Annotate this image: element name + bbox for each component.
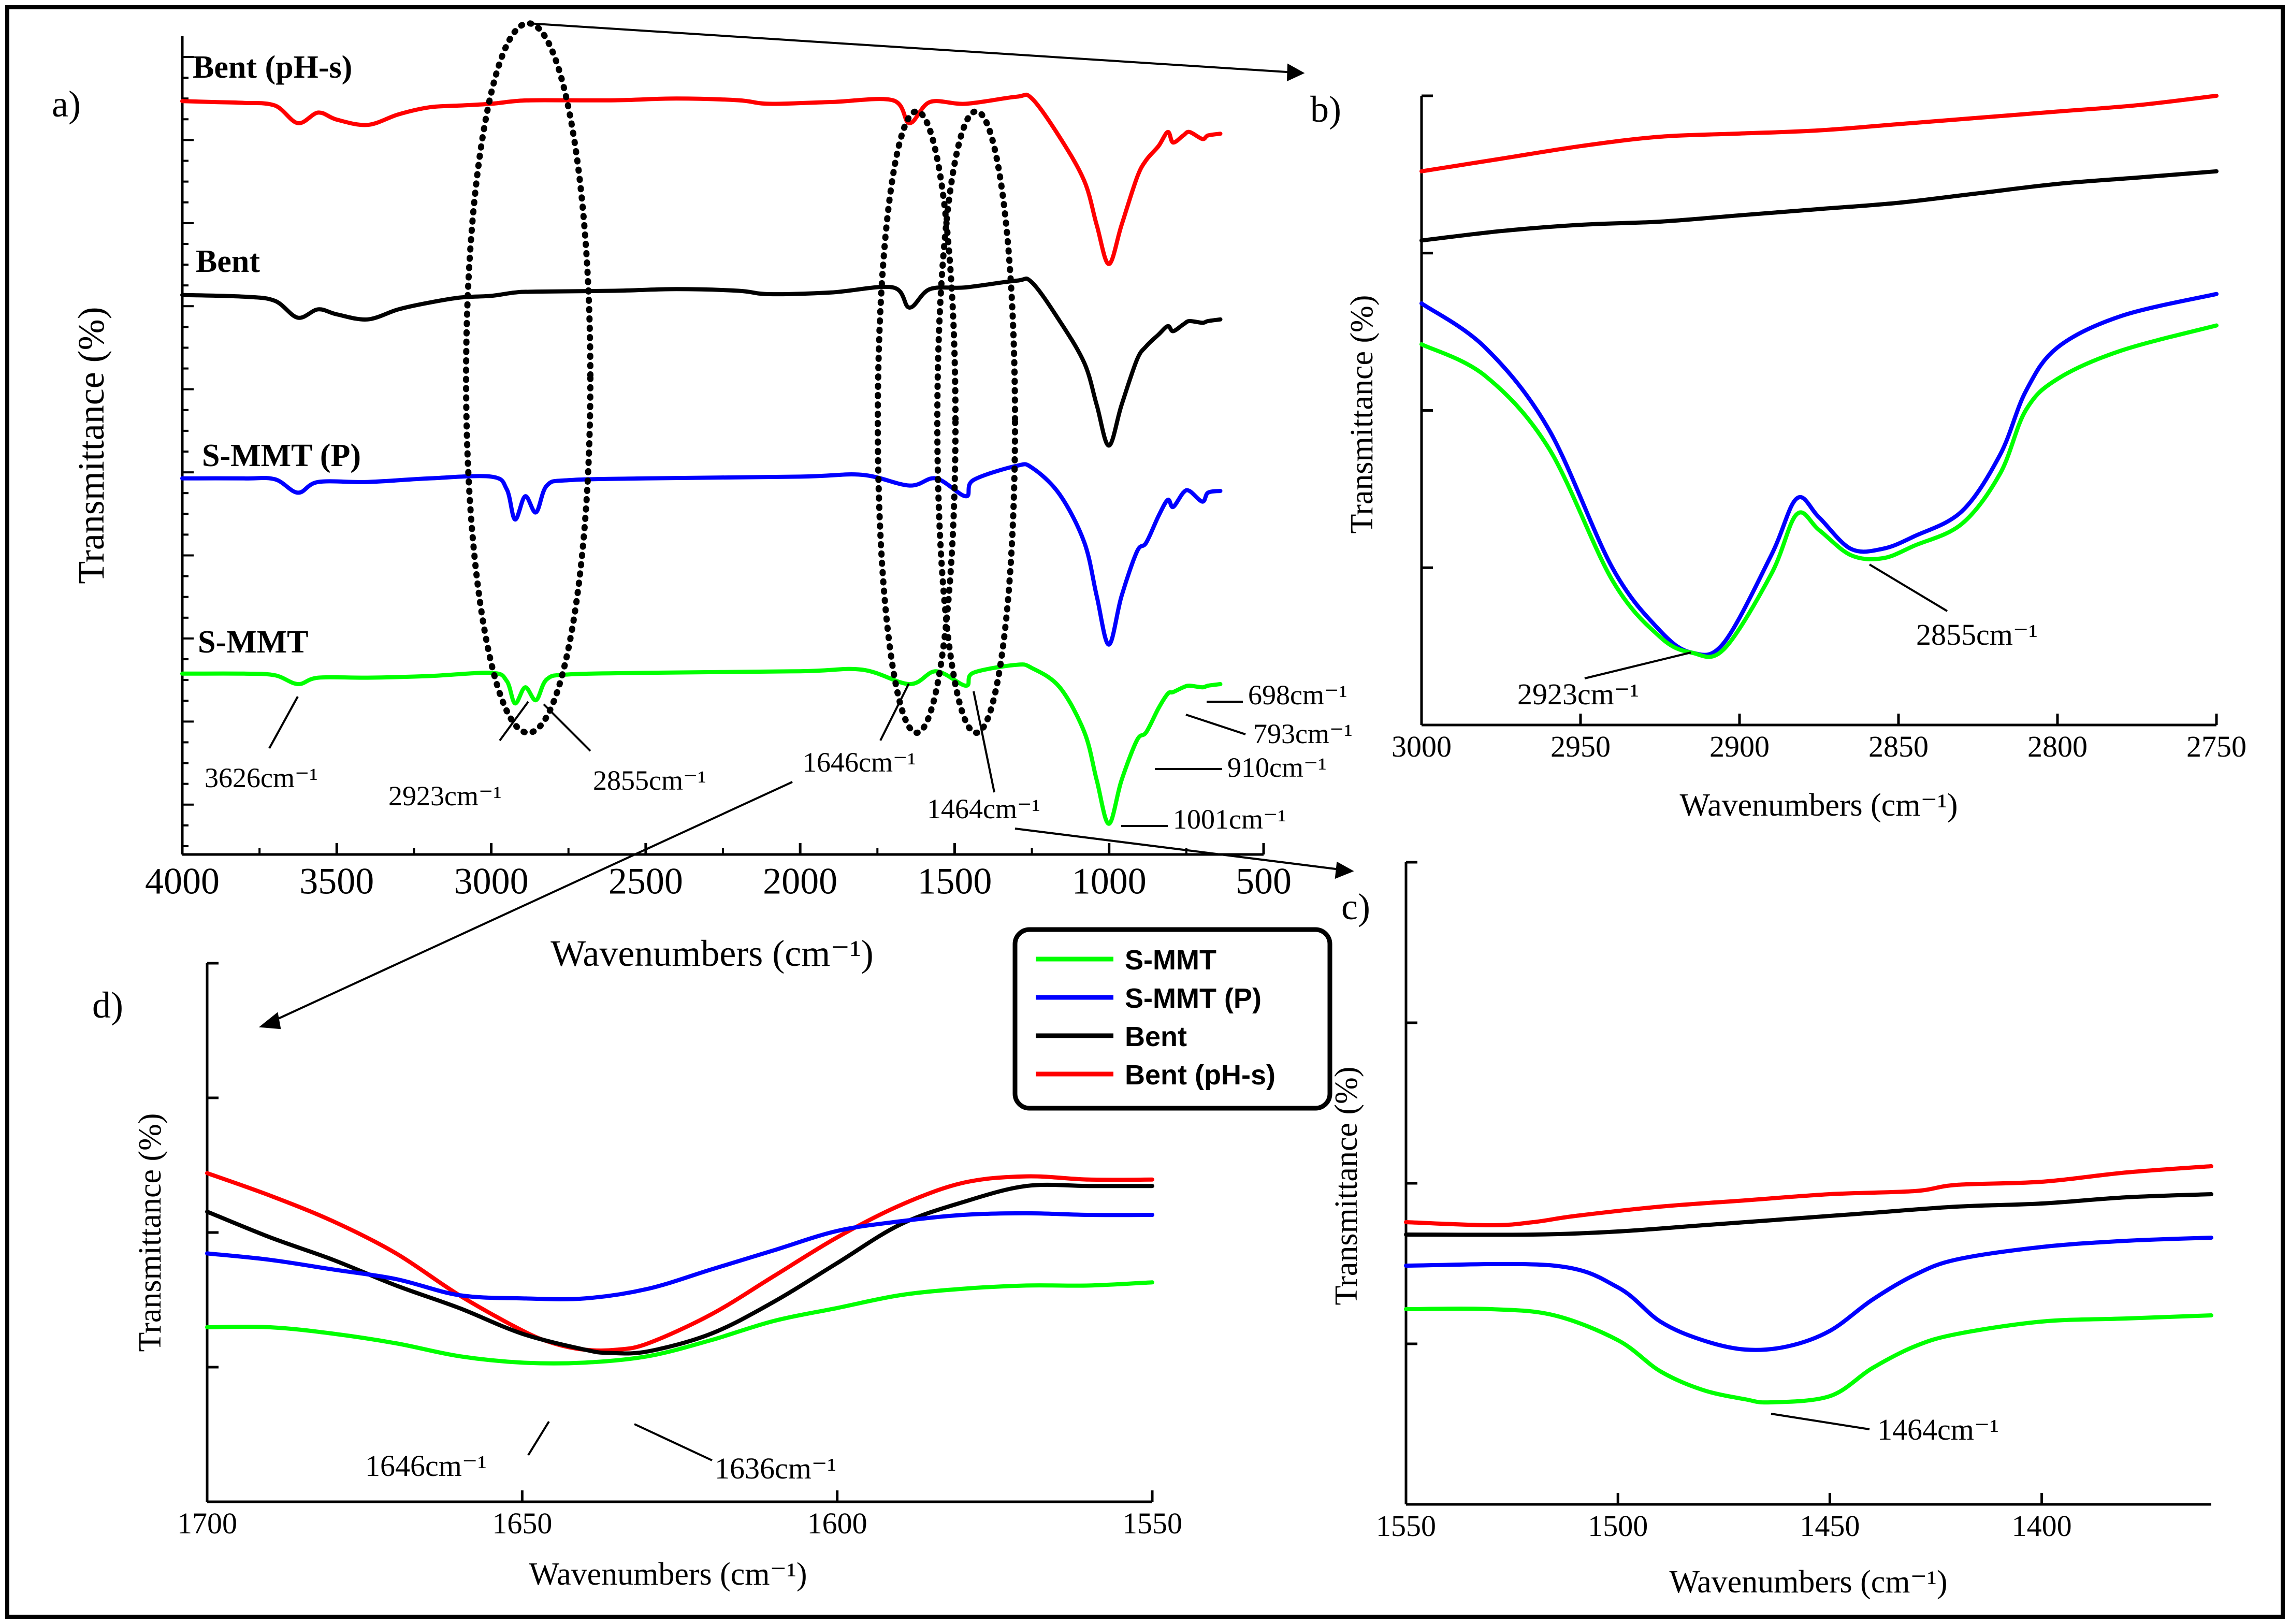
- x-tick-label: 1700: [177, 1506, 237, 1540]
- x-tick-label: 2500: [608, 861, 683, 902]
- annotation-label: 793cm⁻¹: [1253, 718, 1353, 749]
- annotation-label: 698cm⁻¹: [1248, 679, 1347, 711]
- legend-entries: S-MMT S-MMT (P) Bent Bent (pH-s): [1036, 945, 1276, 1091]
- x-tick-label: 1550: [1122, 1506, 1182, 1540]
- series-line-s-mmt-p: [1419, 292, 2219, 657]
- x-tick-label: 4000: [145, 861, 220, 902]
- legend-box: [1012, 927, 1332, 1111]
- annotation-leader: [1584, 651, 1691, 679]
- legend-label: Bent (pH-s): [1125, 1060, 1276, 1091]
- x-tick-label: 2750: [2186, 730, 2246, 763]
- annotation-label: 3626cm⁻¹: [205, 762, 318, 793]
- x-tick-label: 1400: [2012, 1509, 2072, 1543]
- series-line-bent: [180, 277, 1223, 448]
- arrow-to-d-head: [258, 1012, 281, 1030]
- x-tick-label: 1500: [917, 861, 992, 902]
- series-line-bent: [1404, 1192, 2213, 1237]
- oval-1464: [934, 108, 1018, 736]
- sample-label: Bent: [196, 244, 260, 279]
- series-line-bent-ph-s: [1404, 1164, 2213, 1227]
- sample-label: S-MMT (P): [202, 438, 361, 473]
- annotation-label: 2855cm⁻¹: [593, 765, 706, 796]
- legend-label: Bent: [1125, 1021, 1187, 1052]
- sample-label: S-MMT: [198, 625, 309, 660]
- x-tick-label: 2800: [2027, 730, 2088, 763]
- arrow-to-b: [528, 22, 1295, 74]
- annotation-label: 1646cm⁻¹: [803, 747, 916, 778]
- x-tick-label: 3000: [1392, 730, 1452, 763]
- y-axis-label: Transmittance (%): [1329, 1067, 1364, 1306]
- legend-label: S-MMT (P): [1125, 983, 1262, 1014]
- panel-c: 1550 1500 1450 1400 Wavenumbers (cm⁻¹) Transm…: [1329, 861, 2213, 1600]
- annotation-label: 1464cm⁻¹: [1877, 1413, 1999, 1446]
- series-line-s-mmt: [1404, 1307, 2213, 1405]
- annotation-leader: [973, 691, 995, 793]
- x-tick-label: 3500: [299, 861, 374, 902]
- x-tick-label: 2850: [1868, 730, 1929, 763]
- panel-a: 4000 3500 3000 2500 2000 1500 1000 500 Wavenumbe…: [70, 36, 1353, 974]
- annotation-leader: [634, 1423, 713, 1461]
- legend-label: S-MMT: [1125, 945, 1216, 976]
- y-axis-label: Transmittance (%): [70, 307, 112, 584]
- x-axis-label: Wavenumbers (cm⁻¹): [529, 1557, 807, 1592]
- annotation-label: 2923cm⁻¹: [388, 780, 502, 811]
- y-axis-label: Transmittance (%): [1344, 295, 1380, 534]
- panel-d: 1700 1650 1600 1550 Wavenumbers (cm⁻¹) Transm…: [133, 962, 1182, 1592]
- x-tick-label: 2950: [1550, 730, 1611, 763]
- series-line-s-mmt: [180, 662, 1223, 826]
- callout-arrows: [258, 22, 1354, 1030]
- legend: S-MMT S-MMT (P) Bent Bent (pH-s): [1012, 927, 1332, 1111]
- x-tick-label: 2000: [763, 861, 837, 902]
- panel-d-label: d): [92, 984, 123, 1026]
- arrow-to-c-head: [1335, 861, 1354, 879]
- series-line-bent-ph-s: [205, 1171, 1154, 1353]
- x-tick-label: 1550: [1376, 1509, 1436, 1543]
- oval-1646: [875, 108, 959, 736]
- x-tick-label: 1000: [1072, 861, 1147, 902]
- annotation-leader: [1868, 563, 1948, 612]
- arrow-to-c: [1014, 828, 1344, 871]
- x-tick-label: 500: [1236, 861, 1292, 902]
- annotation-label: 2923cm⁻¹: [1517, 677, 1639, 711]
- annotation-label: 1464cm⁻¹: [927, 793, 1040, 824]
- annotation-label: 2855cm⁻¹: [1916, 618, 2038, 651]
- annotation-label: 1646cm⁻¹: [365, 1449, 487, 1483]
- x-tick-label: 1600: [807, 1506, 867, 1540]
- sample-label: Bent (pH-s): [193, 50, 352, 85]
- panel-b: 3000 2950 2900 2850 2800 2750 Wavenumbers (cm⁻…: [1344, 94, 2246, 823]
- x-tick-label: 1450: [1800, 1509, 1860, 1543]
- x-tick-label: 1650: [492, 1506, 552, 1540]
- x-axis-label: Wavenumbers (cm⁻¹): [550, 933, 874, 974]
- y-axis-label: Transmittance (%): [133, 1113, 168, 1352]
- annotation-leader: [1771, 1413, 1870, 1430]
- series-line-s-mmt: [1419, 323, 2219, 659]
- annotation-leader: [1185, 714, 1246, 735]
- annotation-leader: [527, 1420, 550, 1456]
- series-line-bent: [1419, 169, 2219, 243]
- series-line-s-mmt-p: [205, 1211, 1154, 1301]
- panel-b-label: b): [1310, 89, 1341, 130]
- arrow-to-b-head: [1286, 63, 1305, 82]
- x-tick-label: 2900: [1709, 730, 1770, 763]
- annotation-label: 910cm⁻¹: [1227, 752, 1327, 783]
- annotation-label: 1001cm⁻¹: [1173, 804, 1286, 835]
- x-tick-label: 1500: [1588, 1509, 1648, 1543]
- series-line-s-mmt-p: [1404, 1236, 2213, 1352]
- x-tick-label: 3000: [454, 861, 529, 902]
- panel-a-label: a): [52, 83, 81, 125]
- series-line-bent-ph-s: [180, 92, 1223, 266]
- figure-border: [5, 5, 2285, 1619]
- series-line-s-mmt: [205, 1280, 1154, 1366]
- annotation-leader: [268, 696, 299, 749]
- arrow-to-d: [269, 781, 793, 1024]
- panel-c-label: c): [1341, 886, 1370, 927]
- series-line-bent-ph-s: [1419, 94, 2219, 173]
- x-axis-label: Wavenumbers (cm⁻¹): [1680, 788, 1958, 823]
- annotation-leader: [879, 683, 910, 741]
- annotation-label: 1636cm⁻¹: [715, 1452, 836, 1485]
- series-line-s-mmt-p: [180, 462, 1223, 647]
- x-axis-label: Wavenumbers (cm⁻¹): [1670, 1564, 1948, 1600]
